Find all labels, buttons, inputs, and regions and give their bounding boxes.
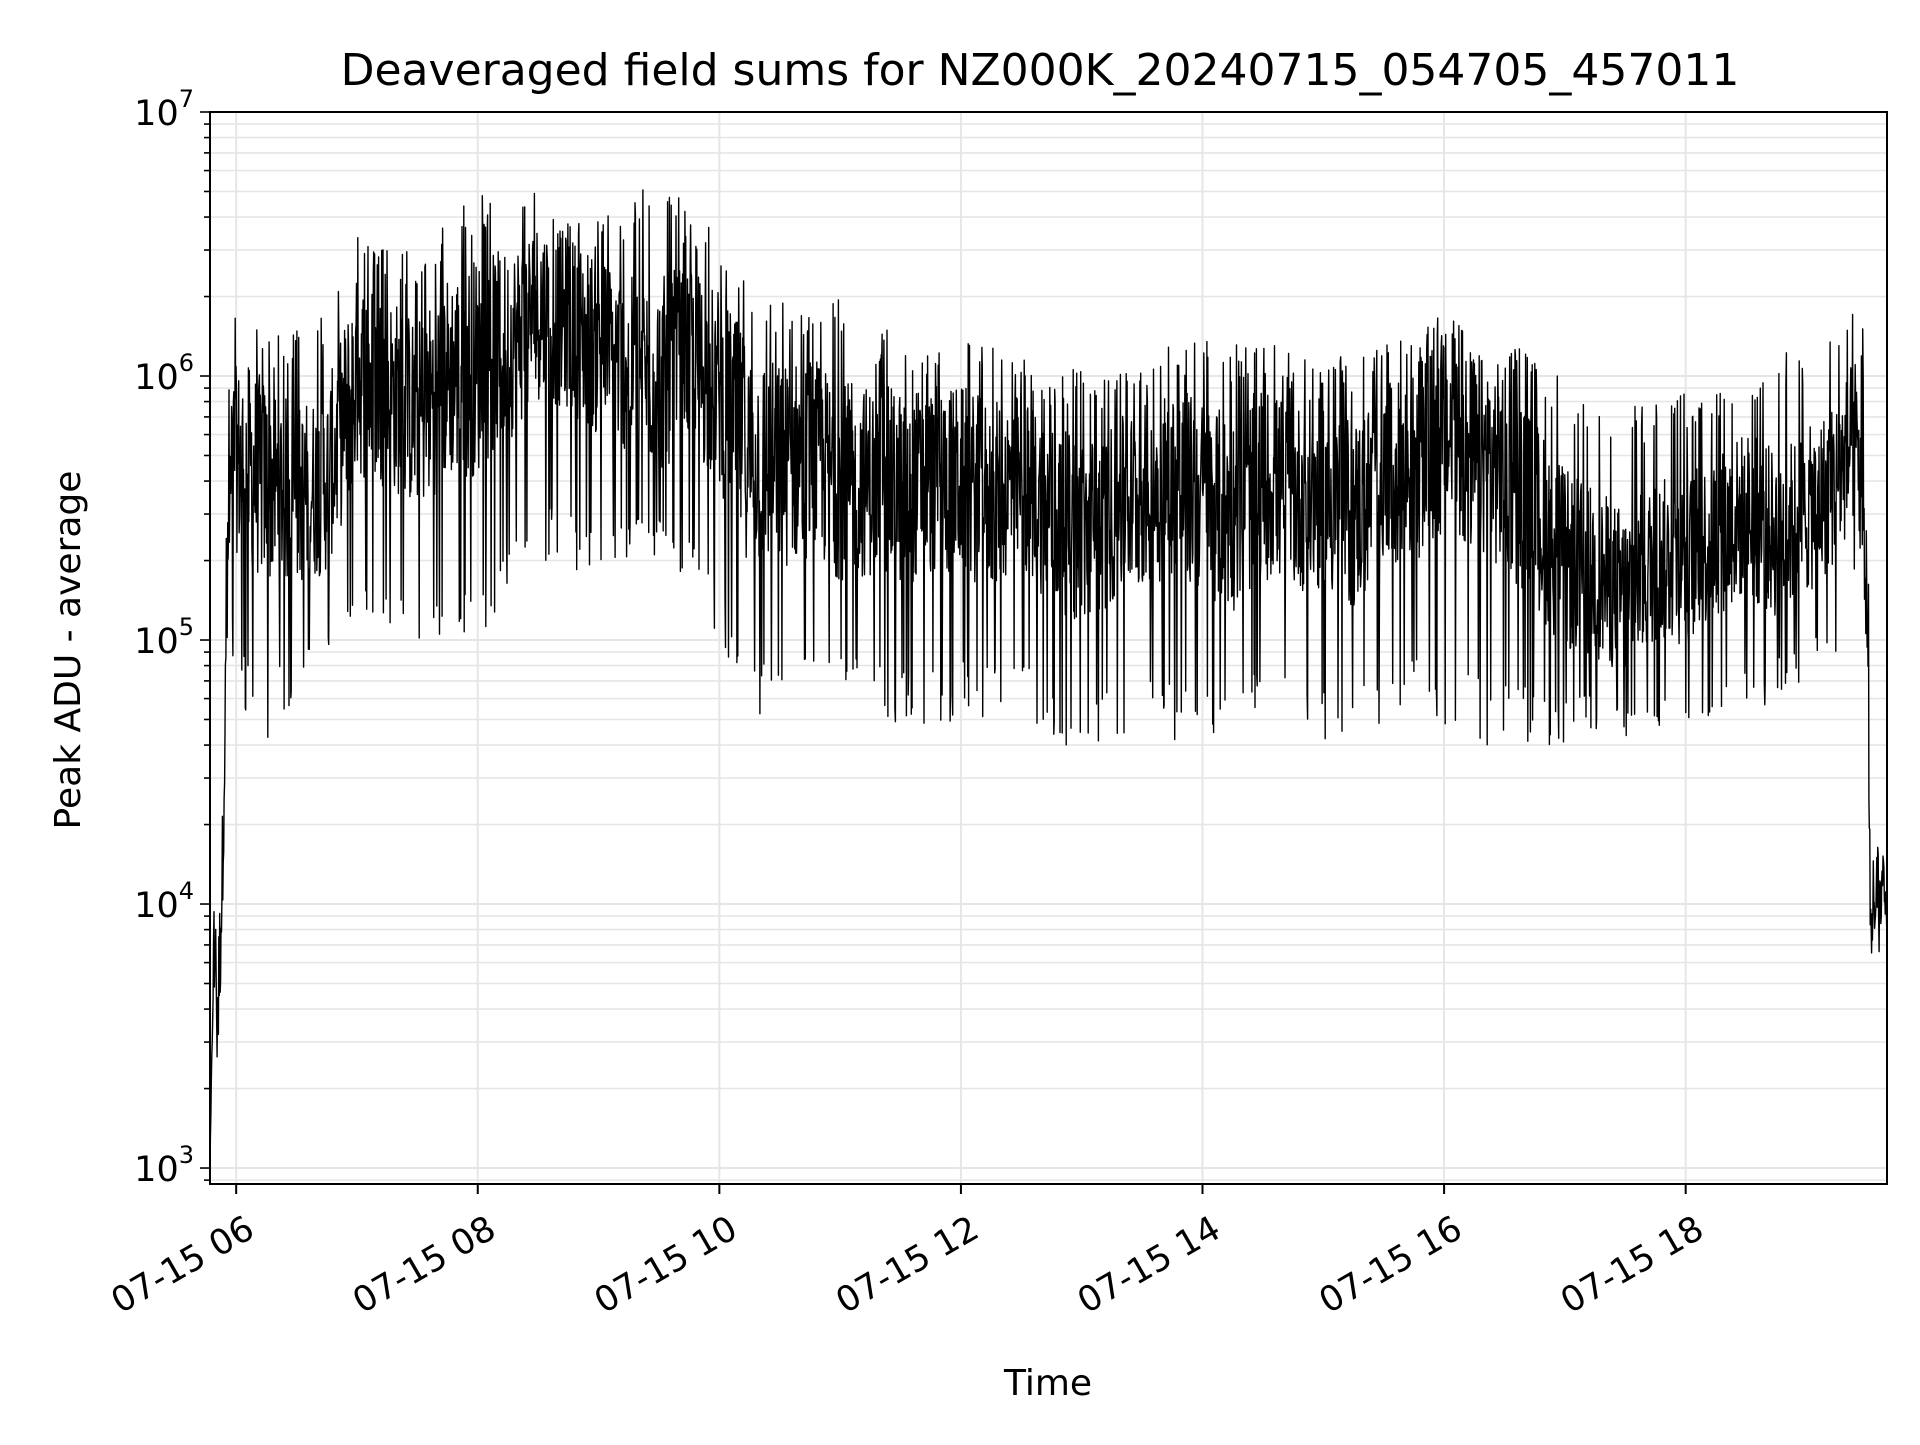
y-tick-base: 10 — [134, 1150, 179, 1190]
y-tick-base: 10 — [134, 94, 179, 134]
y-tick-base: 10 — [134, 622, 179, 662]
y-tick-exponent: 3 — [179, 1141, 194, 1169]
data-line — [209, 189, 1888, 1169]
x-axis-label: Time — [1003, 1363, 1092, 1404]
y-tick-label: 105 — [134, 613, 194, 662]
data-series — [209, 189, 1888, 1169]
y-tick-exponent: 6 — [179, 349, 194, 377]
y-tick-label: 104 — [134, 877, 194, 926]
y-tick-label: 106 — [134, 349, 194, 398]
y-tick-exponent: 4 — [179, 877, 194, 905]
y-tick-base: 10 — [134, 358, 179, 398]
y-tick-exponent: 7 — [179, 85, 194, 113]
y-axis-label: Peak ADU - average — [48, 471, 89, 830]
y-tick-base: 10 — [134, 886, 179, 926]
y-tick-exponent: 5 — [179, 613, 194, 641]
plot-frame — [209, 111, 1888, 1185]
y-tick-label: 103 — [134, 1141, 194, 1190]
chart-title: Deaveraged field sums for NZ000K_2024071… — [341, 45, 1740, 96]
y-tick-label: 107 — [134, 85, 194, 134]
